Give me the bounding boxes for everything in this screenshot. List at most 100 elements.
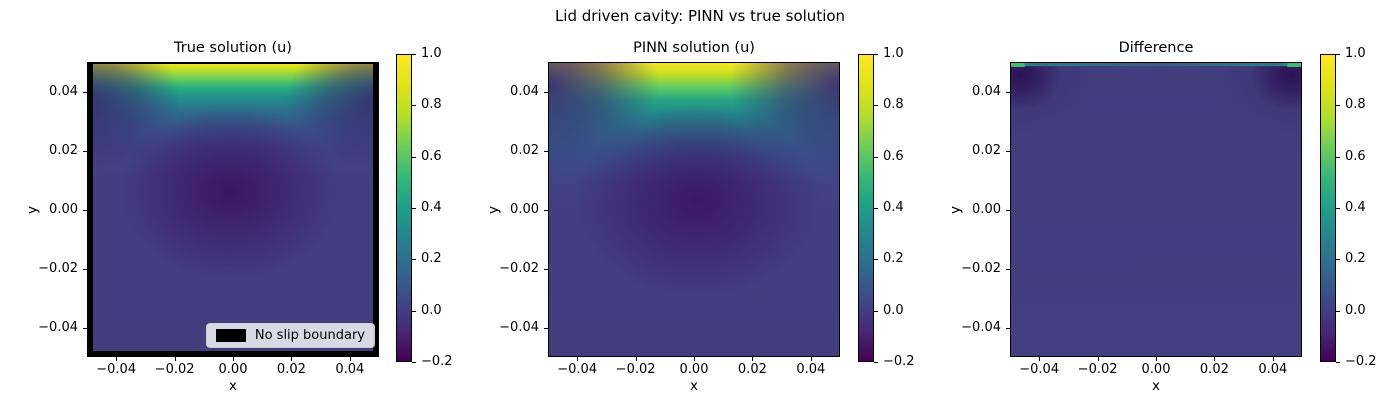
y-tick-label: −0.02	[38, 260, 78, 276]
panel-pinn-solution: PINN solution (u)	[486, 40, 840, 394]
tick-mark	[412, 310, 416, 312]
x-tick-label: −0.04	[1019, 362, 1060, 377]
colorbar-tick-label: 0.4	[421, 200, 442, 215]
tick-mark	[1039, 357, 1041, 361]
tick-mark	[874, 156, 878, 158]
tick-mark	[1336, 54, 1340, 55]
y-tick-label: −0.04	[38, 319, 78, 335]
tick-mark	[874, 310, 878, 312]
x-tick-label: 0.02	[1199, 362, 1229, 377]
colorbar-tick-label: 0.0	[883, 302, 904, 318]
tick-mark	[412, 362, 416, 363]
x-tick-label: −0.02	[615, 362, 656, 377]
tick-mark	[412, 105, 416, 107]
tick-mark	[752, 357, 754, 361]
y-tick-label: 0.00	[972, 201, 1001, 217]
legend-swatch-black	[215, 329, 246, 342]
tick-mark	[412, 259, 416, 261]
tick-mark	[412, 54, 416, 55]
colorbar-true-solution: 1.0 0.8 0.6 0.4 0.2 0.0 −0.2	[396, 47, 453, 369]
tick-mark	[1336, 208, 1340, 209]
tick-mark	[1336, 362, 1340, 363]
colorbar-tick-label: 1.0	[421, 46, 442, 61]
heatmap-pinn-solution	[548, 62, 840, 357]
x-axis-label: x	[1152, 378, 1160, 394]
corner-fade-right	[729, 62, 840, 175]
y-tick-label: 0.02	[972, 142, 1001, 158]
panel-difference: Difference	[948, 40, 1302, 394]
x-tick-label: −0.02	[154, 362, 195, 377]
lid-error-spot-left	[1010, 62, 1025, 68]
y-tick-label: −0.02	[961, 260, 1001, 276]
colorbar-gradient	[858, 54, 874, 362]
tick-mark	[83, 209, 87, 211]
colorbar-tick-label: 0.2	[421, 251, 442, 267]
tick-mark	[810, 357, 812, 361]
tick-mark	[544, 91, 548, 93]
vortex-core-blob	[119, 103, 342, 281]
x-tick-label: 0.00	[218, 362, 248, 377]
colorbar-pinn-solution: 1.0 0.8 0.6 0.4 0.2 0.0 −0.2	[858, 47, 915, 369]
colorbar-gradient	[1320, 54, 1336, 362]
figure-suptitle: Lid driven cavity: PINN vs true solution	[554, 7, 846, 25]
tick-mark	[1006, 150, 1010, 152]
colorbar-tick-label: 0.8	[883, 97, 904, 113]
x-tick-label: 0.00	[679, 362, 709, 377]
colorbar-tick-label: 0.6	[1345, 148, 1366, 164]
corner-fade-left	[548, 62, 659, 175]
x-tick-label: 0.02	[276, 362, 306, 377]
tick-mark	[544, 150, 548, 152]
tick-mark	[1336, 259, 1340, 261]
x-tick-label: 0.04	[1258, 362, 1288, 377]
colorbar-tick-label: −0.2	[883, 354, 915, 369]
tick-mark	[412, 156, 416, 158]
y-tick-label: 0.04	[49, 83, 78, 99]
x-axis-label: x	[229, 378, 237, 394]
tick-mark	[874, 208, 878, 209]
y-tick-label: −0.02	[499, 260, 539, 276]
tick-mark	[83, 150, 87, 152]
lid-error-streak	[1010, 62, 1302, 67]
colorbar-tick-label: 0.0	[1345, 302, 1366, 318]
tick-mark	[1336, 156, 1340, 158]
corner-error-right	[1250, 62, 1302, 111]
tick-mark	[544, 209, 548, 211]
tick-mark	[577, 357, 579, 361]
y-axis-label: y	[947, 205, 964, 214]
tick-mark	[412, 208, 416, 209]
colorbar-tick-label: 0.4	[883, 200, 904, 215]
heatmap-true-solution	[87, 62, 379, 357]
tick-mark	[874, 259, 878, 261]
x-axis-label: x	[690, 378, 698, 394]
colorbar-tick-label: 1.0	[883, 46, 904, 61]
tick-mark	[83, 91, 87, 93]
tick-mark	[83, 268, 87, 270]
colorbar-tick-label: 0.2	[1345, 251, 1366, 267]
x-tick-label: −0.04	[96, 362, 137, 377]
lid-error-spot-right	[1287, 62, 1302, 68]
tick-mark	[233, 357, 234, 361]
tick-mark	[1336, 310, 1340, 312]
colorbar-tick-label: 0.8	[421, 97, 442, 113]
panel-title: Difference	[1118, 40, 1194, 56]
x-tick-label: 0.00	[1141, 362, 1171, 377]
tick-mark	[874, 105, 878, 107]
x-tick-label: 0.02	[737, 362, 767, 377]
y-tick-label: 0.04	[972, 83, 1001, 99]
tick-mark	[349, 357, 351, 361]
tick-mark	[1336, 105, 1340, 107]
tick-mark	[544, 327, 548, 329]
tick-mark	[1006, 91, 1010, 93]
colorbar-tick-label: −0.2	[1345, 354, 1377, 369]
y-tick-label: 0.00	[510, 201, 539, 217]
tick-mark	[174, 357, 176, 361]
tick-mark	[874, 54, 878, 55]
tick-mark	[1272, 357, 1274, 361]
colorbar-tick-label: 0.4	[1345, 200, 1366, 215]
colorbar-gradient	[396, 54, 412, 362]
vortex-core-blob	[574, 103, 820, 298]
y-tick-label: 0.02	[49, 142, 78, 158]
colorbar-tick-label: 0.0	[421, 302, 442, 318]
y-tick-label: 0.00	[49, 201, 78, 217]
